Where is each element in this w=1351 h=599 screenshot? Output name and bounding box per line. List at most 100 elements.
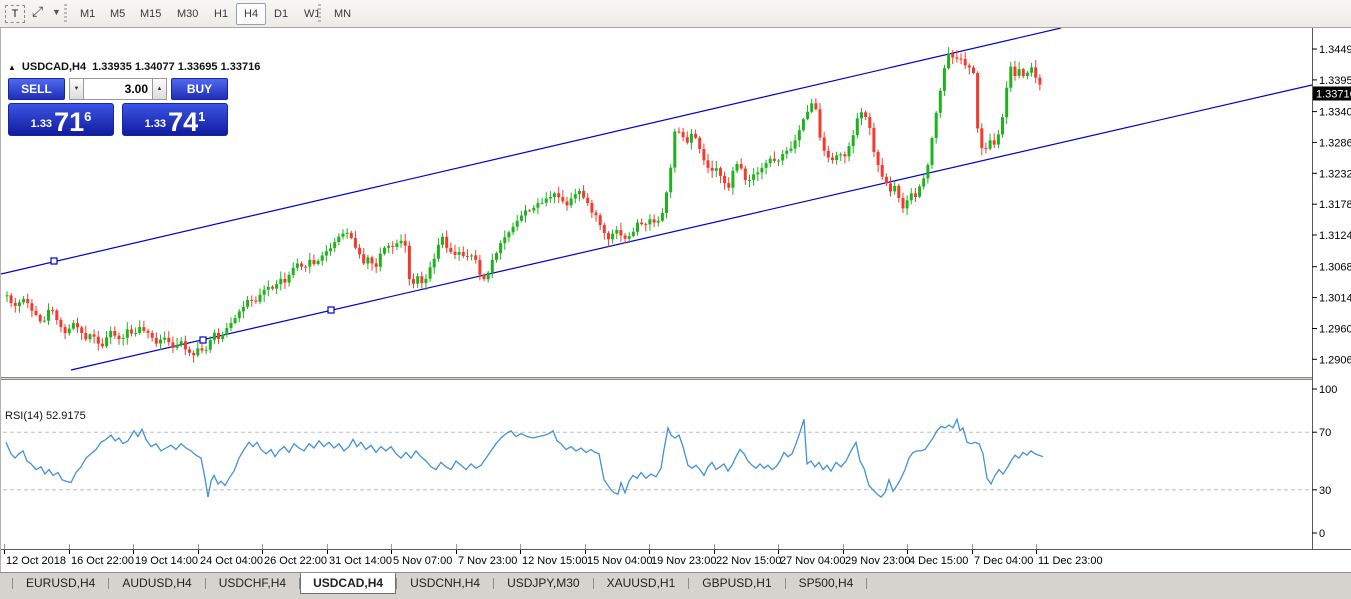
toolbar-grip-2 [318, 4, 321, 23]
price-axis-label: 1.32320 [1319, 168, 1351, 180]
time-axis-label: 12 Oct 2018 [6, 555, 66, 567]
tab-separator [299, 578, 301, 589]
channel-upper-line[interactable] [1, 28, 1062, 275]
sell-price-small: 1.33 [30, 118, 53, 130]
time-axis-label: 16 Oct 22:00 [71, 555, 134, 567]
buy-button[interactable]: BUY [171, 78, 228, 100]
tab-separator [396, 578, 398, 589]
timeframe-button-w1[interactable]: W1 [304, 8, 321, 20]
price-axis-label: 1.31780 [1319, 199, 1351, 211]
time-axis-label: 27 Nov 04:00 [780, 555, 845, 567]
buy-price-big: 74 [168, 107, 199, 137]
price-axis-label: 1.31240 [1319, 230, 1351, 242]
tab-separator [592, 578, 594, 589]
tab-separator [688, 578, 690, 589]
collapse-triangle-icon[interactable]: ▲ [8, 62, 16, 72]
timeframe-button-m15[interactable]: M15 [140, 8, 162, 20]
current-price-tag [1313, 86, 1351, 101]
channel-handle[interactable] [327, 306, 335, 314]
time-axis-label: 24 Oct 04:00 [200, 555, 263, 567]
pane-divider[interactable] [1, 377, 1312, 380]
price-axis-label: 1.32860 [1319, 137, 1351, 149]
timeframe-button-mn[interactable]: MN [334, 8, 352, 20]
timeframe-button-d1[interactable]: D1 [274, 8, 289, 20]
buy-price-display[interactable]: 1.33 74 1 [122, 103, 228, 136]
price-axis-label: 1.30145 [1319, 293, 1351, 305]
chart-tab-audusd-h4[interactable]: AUDUSD,H4 [122, 576, 192, 590]
candlesticks [5, 47, 1042, 363]
time-axis-label: 7 Dec 04:00 [974, 555, 1033, 567]
chart-tab-xauusd-h1[interactable]: XAUUSD,H1 [606, 576, 676, 590]
price-axis-label: 1.29065 [1319, 354, 1351, 366]
timeframe-button-m1[interactable]: M1 [80, 8, 96, 20]
timeframe-button-m30[interactable]: M30 [177, 8, 199, 20]
ohlc-values: 1.33935 1.34077 1.33695 1.33716 [92, 61, 261, 73]
main-price-pane[interactable] [1, 28, 1312, 371]
sell-price-display[interactable]: 1.33 71 6 [8, 103, 114, 136]
time-axis-label: 22 Nov 15:00 [716, 555, 781, 567]
rsi-indicator-label: RSI(14) 52.9175 [5, 410, 86, 422]
chart-tab-sp500-h4[interactable]: SP500,H4 [798, 576, 854, 590]
price-axis-label: 1.29605 [1319, 324, 1351, 336]
channel-lower-line[interactable] [70, 84, 1312, 371]
volume-increase-button[interactable]: ▲ [152, 78, 167, 100]
chevron-down-icon[interactable]: ▼ [52, 7, 61, 17]
timeframe-button-m5[interactable]: M5 [110, 8, 126, 20]
time-axis[interactable]: 12 Oct 2018 16 Oct 22:00 19 Oct 14:00 24 Oc… [4, 544, 1103, 567]
time-axis-label: 26 Oct 22:00 [264, 555, 327, 567]
tab-separator [493, 578, 495, 589]
channel-handle[interactable] [50, 257, 58, 265]
toolbar-grip [64, 4, 67, 23]
rsi-axis-label: 100 [1319, 384, 1337, 396]
tab-separator [12, 578, 13, 589]
ohlc-header: ▲ USDCAD,H4 1.33935 1.34077 1.33695 1.33… [8, 61, 260, 73]
price-axis[interactable]: 1.34495 1.33955 1.33400 1.32860 1.32320 1.317… [1312, 44, 1351, 540]
price-axis-label: 1.33400 [1319, 107, 1351, 119]
symbol-period-label: USDCAD,H4 [21, 61, 87, 73]
price-axis-label: 1.30685 [1319, 262, 1351, 274]
current-price-value: 1.33716 [1316, 89, 1351, 101]
rsi-line [5, 417, 1044, 498]
channel-handle[interactable] [199, 336, 207, 344]
time-axis-label: 11 Dec 23:00 [1038, 555, 1103, 567]
time-axis-label: 7 Nov 23:00 [458, 555, 517, 567]
volume-decrease-button[interactable]: ▼ [69, 78, 84, 100]
timeframe-button-h1[interactable]: H1 [214, 8, 229, 20]
text-tool-icon[interactable]: T [5, 5, 25, 23]
chart-tab-usdcad-h4[interactable]: USDCAD,H4 [300, 573, 397, 594]
time-axis-label: 19 Nov 23:00 [651, 555, 716, 567]
sell-price-big: 71 [54, 107, 85, 137]
price-axis-label: 1.33955 [1319, 75, 1351, 87]
time-axis-label: 31 Oct 14:00 [329, 555, 392, 567]
tab-separator [108, 578, 110, 589]
chart-tab-usdjpy-m30[interactable]: USDJPY,M30 [507, 576, 580, 590]
time-axis-label: 5 Nov 07:00 [393, 555, 452, 567]
chart-tab-usdchf-h4[interactable]: USDCHF,H4 [218, 576, 287, 590]
time-axis-label: 12 Nov 15:00 [522, 555, 587, 567]
top-toolbar: T ⤢ ▼ M1 M5 M15 M30 H1 H4 D1 W1 MN [0, 0, 1351, 28]
rsi-axis-label: 70 [1319, 427, 1331, 439]
volume-input[interactable] [84, 78, 152, 100]
sell-price-sup: 6 [84, 109, 92, 124]
timeframe-button-h4[interactable]: H4 [236, 3, 267, 25]
one-click-trading-panel: SELL ▼ ▲ BUY 1.33 71 6 1.33 74 1 [8, 78, 228, 136]
tab-separator [204, 578, 206, 589]
time-axis-label: 29 Nov 23:00 [845, 555, 910, 567]
chart-tab-eurusd-h4[interactable]: EURUSD,H4 [26, 576, 96, 590]
tab-separator [866, 578, 868, 589]
chart-tab-gbpusd-h1[interactable]: GBPUSD,H1 [702, 576, 772, 590]
rsi-pane[interactable] [3, 417, 1312, 498]
chart-tabs-bar: EURUSD,H4 AUDUSD,H4 USDCHF,H4 USDCAD,H4 USDC… [0, 572, 1351, 599]
rsi-axis-label: 30 [1319, 485, 1331, 497]
time-axis-label: 4 Dec 15:00 [909, 555, 968, 567]
tab-separator [784, 578, 786, 589]
pointer-arrows-icon[interactable]: ⤢ [32, 3, 44, 19]
time-axis-label: 15 Nov 04:00 [587, 555, 652, 567]
price-axis-label: 1.34495 [1319, 44, 1351, 56]
chart-window[interactable]: 1.34495 1.33955 1.33400 1.32860 1.32320 1.317… [0, 28, 1351, 572]
buy-price-sup: 1 [198, 109, 206, 124]
time-axis-label: 19 Oct 14:00 [135, 555, 198, 567]
rsi-axis-label: 0 [1319, 528, 1325, 540]
chart-tab-usdcnh-h4[interactable]: USDCNH,H4 [410, 576, 481, 590]
sell-button[interactable]: SELL [8, 78, 65, 100]
